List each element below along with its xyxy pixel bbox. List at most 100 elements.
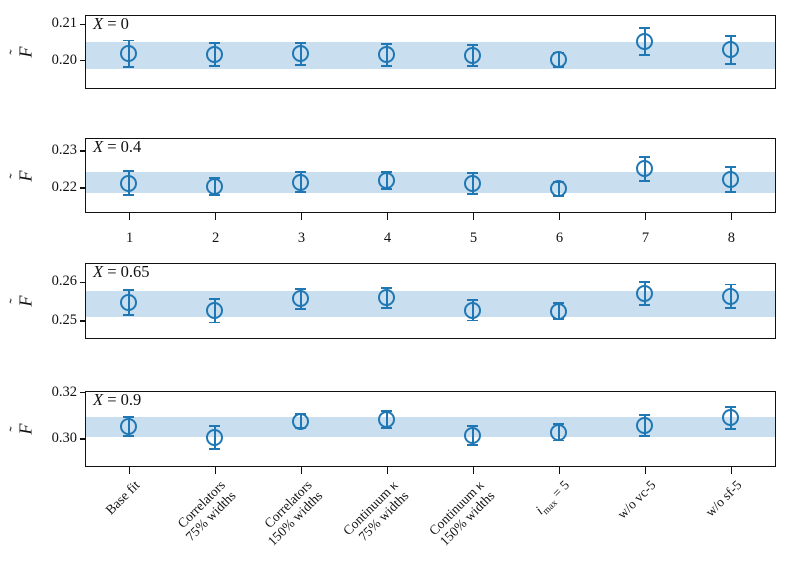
errorbar-cap (725, 406, 737, 409)
ylabel-letter: F ˜ (7, 423, 36, 435)
category-label: Continuum κ 150% widths (425, 477, 497, 549)
errorbar-cap (295, 307, 307, 310)
errorbar-cap (725, 165, 737, 168)
ylabel-letter: F ˜ (7, 170, 36, 181)
data-point-marker (120, 45, 138, 63)
y-axis-label: F ˜ (7, 46, 37, 58)
y-tick-label: 0.23 (51, 142, 77, 158)
y-tick-label: 0.21 (51, 15, 77, 32)
y-tick-label: 0.30 (51, 429, 77, 446)
ylabel-letter: F ˜ (7, 295, 36, 307)
errorbar-cap (209, 194, 221, 197)
data-point-marker (292, 173, 310, 191)
errorbar-cap (123, 435, 135, 438)
errorbar-cap (639, 53, 651, 56)
errorbar-cap (467, 425, 479, 428)
x-axis-tick (386, 213, 389, 220)
data-point-marker (464, 301, 482, 319)
errorbar-cap (123, 194, 135, 197)
subplot-panel: X = 0 (85, 14, 776, 89)
errorbar-cap (381, 170, 393, 173)
data-point-marker (722, 287, 740, 305)
y-tick-label: 0.26 (51, 273, 77, 290)
data-point-marker (550, 423, 568, 441)
data-point-marker (206, 302, 224, 320)
y-axis-label: F ˜ (7, 423, 37, 435)
errorbar-cap (295, 63, 307, 66)
data-point-marker (464, 175, 482, 193)
errorbar-cap (725, 306, 737, 309)
data-point-marker (636, 417, 654, 435)
errorbar-cap (209, 321, 221, 324)
x-tick-label: 3 (297, 230, 306, 246)
errorbar-cap (123, 170, 135, 172)
y-axis-tick (79, 281, 85, 284)
errorbar-cap (467, 64, 479, 67)
errorbar-cap (467, 443, 479, 446)
x-tick-label: 4 (383, 230, 392, 246)
x-axis-tick (558, 467, 561, 474)
data-point-marker (292, 45, 310, 63)
data-point-marker (120, 174, 138, 192)
errorbar-cap (295, 191, 307, 194)
x-axis-tick (558, 213, 561, 220)
errorbar-cap (467, 319, 479, 322)
errorbar-cap (725, 191, 737, 194)
y-tick-label: 0.22 (51, 178, 77, 195)
data-point-marker (550, 302, 568, 320)
errorbar-cap (123, 313, 135, 316)
x-tick-label: 8 (727, 230, 736, 246)
y-tick-label: 0.25 (51, 312, 77, 329)
subplot-panel: X = 0.9 (85, 390, 776, 467)
uncertainty-band (86, 291, 775, 318)
x-tick-label: 2 (211, 230, 220, 246)
category-label: imax = 5 (532, 477, 573, 518)
data-point-marker (206, 45, 224, 63)
panel-label: X = 0 (93, 14, 129, 33)
errorbar-cap (381, 64, 393, 67)
x-tick-label: 6 (555, 230, 564, 246)
y-axis-tick (79, 60, 85, 62)
errorbar-cap (467, 299, 479, 302)
y-axis-tick (79, 320, 85, 322)
subplot-panel: X = 0.65 (85, 262, 776, 339)
errorbar-cap (725, 283, 737, 286)
data-point-marker (292, 412, 310, 430)
x-axis-tick (472, 213, 475, 220)
data-point-marker (550, 180, 568, 198)
data-point-marker (378, 289, 396, 307)
data-point-marker (206, 429, 224, 447)
x-axis-tick (300, 213, 303, 220)
errorbar-cap (639, 179, 651, 182)
subplot-panel: X = 0.4 (85, 137, 776, 213)
errorbar-cap (467, 172, 479, 175)
errorbar-cap (381, 306, 393, 309)
data-point-marker (636, 285, 654, 303)
errorbar-cap (381, 188, 393, 191)
x-axis-tick (128, 467, 131, 474)
y-axis-tick (79, 187, 85, 189)
errorbar-cap (639, 435, 651, 438)
ylabel-letter: F ˜ (7, 46, 36, 58)
x-axis-tick (214, 467, 217, 474)
category-label: Correlators 150% widths (260, 477, 325, 549)
uncertainty-band (86, 172, 775, 193)
errorbar-cap (295, 42, 307, 44)
errorbar-cap (209, 65, 221, 67)
x-axis-tick (300, 467, 303, 474)
errorbar-cap (209, 448, 221, 451)
x-axis-tick (644, 213, 647, 220)
data-point-marker (722, 409, 740, 427)
errorbar-cap (639, 281, 651, 284)
y-axis-tick (79, 391, 85, 394)
errorbar-cap (209, 298, 221, 301)
x-axis-tick (730, 467, 733, 474)
data-point-marker (292, 290, 310, 308)
panel-label: X = 0.9 (93, 390, 142, 409)
errorbar-cap (639, 27, 651, 30)
x-axis-tick (644, 467, 647, 474)
data-point-marker (722, 41, 740, 59)
errorbar-cap (639, 304, 651, 307)
errorbar-cap (123, 288, 135, 291)
y-axis-tick (79, 438, 85, 440)
